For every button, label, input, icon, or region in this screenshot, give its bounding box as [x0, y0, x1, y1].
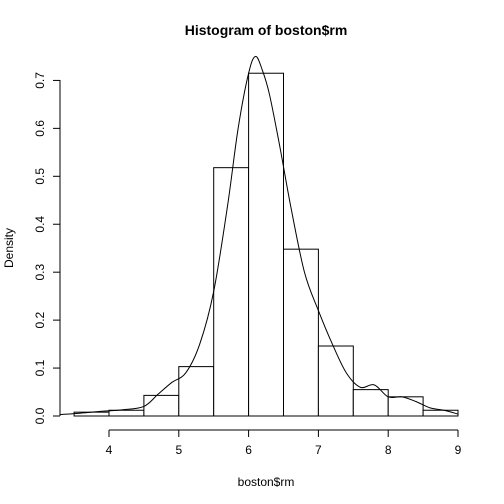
histogram-bar-10	[423, 410, 458, 416]
x-tick-label: 4	[106, 443, 113, 457]
histogram-bar-2	[144, 395, 179, 416]
histogram-bar-0	[74, 412, 109, 416]
x-axis: 4 5 6 7 8 9	[106, 430, 462, 457]
x-tick-label: 7	[315, 443, 322, 457]
x-tick-label: 5	[175, 443, 182, 457]
y-tick-label: 0.7	[33, 72, 47, 89]
histogram-bar-4	[214, 168, 249, 416]
y-tick-label: 0.2	[33, 311, 47, 328]
chart-title: Histogram of boston$rm	[185, 22, 348, 38]
y-tick-label: 0.4	[33, 216, 47, 233]
y-tick-label: 0.5	[33, 168, 47, 185]
y-tick-label: 0.0	[33, 407, 47, 424]
y-tick-label: 0.1	[33, 359, 47, 376]
x-tick-label: 6	[245, 443, 252, 457]
y-axis: 0.0 0.1 0.2 0.3 0.4 0.5 0.6 0.7	[33, 72, 60, 425]
y-axis-label: Density	[2, 228, 16, 268]
histogram-bar-8	[353, 390, 388, 416]
y-tick-label: 0.6	[33, 120, 47, 137]
x-tick-label: 8	[385, 443, 392, 457]
x-tick-label: 9	[455, 443, 462, 457]
histogram-bar-9	[388, 397, 423, 416]
histogram-bar-1	[109, 410, 144, 416]
histogram-bar-6	[284, 249, 319, 416]
histogram-bar-3	[179, 367, 214, 416]
x-axis-label: boston$rm	[238, 475, 295, 489]
histogram-bar-7	[318, 346, 353, 416]
y-tick-label: 0.3	[33, 264, 47, 281]
histogram-bar-5	[249, 73, 284, 416]
histogram-bars	[74, 73, 458, 416]
